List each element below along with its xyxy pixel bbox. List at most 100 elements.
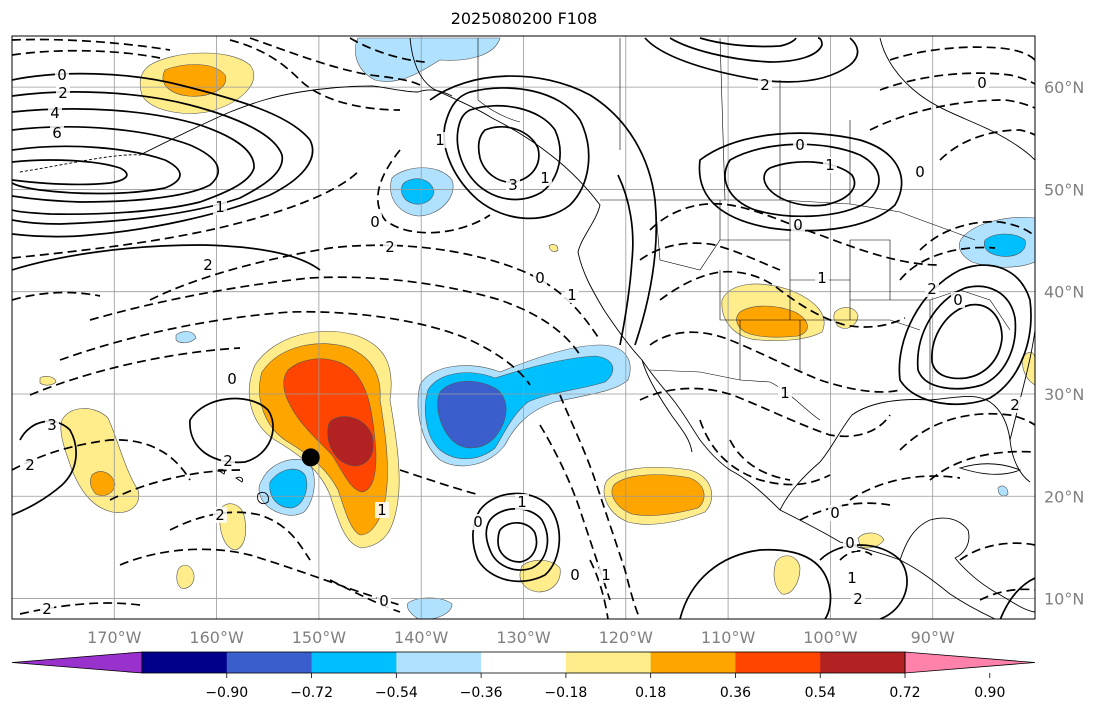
coastline-west bbox=[409, 37, 996, 619]
contour-label: 6 bbox=[52, 124, 62, 142]
contour-solid bbox=[644, 37, 859, 83]
contour-label-bg bbox=[791, 217, 805, 233]
colorbar-segment bbox=[226, 652, 313, 673]
lon-label: 120°W bbox=[599, 628, 654, 647]
shade-negative bbox=[269, 468, 308, 509]
contour-solid bbox=[898, 264, 1032, 406]
contour-label: 1 bbox=[817, 269, 827, 287]
colorbar-segment bbox=[396, 652, 482, 673]
contour-label-bg bbox=[213, 507, 227, 523]
shade-positive bbox=[1021, 351, 1035, 386]
colorbar-segment bbox=[481, 652, 567, 673]
shade-negative bbox=[437, 380, 507, 449]
colorbar-tick-label: 0.72 bbox=[889, 685, 920, 701]
contour-dashed bbox=[329, 579, 401, 613]
shade-positive bbox=[548, 244, 559, 252]
contour-dashed bbox=[109, 469, 241, 501]
lat-label: 60°N bbox=[1044, 78, 1084, 97]
contour-label-bg bbox=[538, 170, 552, 186]
colorbar-tick-label: −0.54 bbox=[375, 685, 418, 701]
contour-solid bbox=[12, 72, 314, 238]
contour-label-bg bbox=[201, 257, 215, 273]
location-marker bbox=[301, 448, 320, 467]
contour-dashed bbox=[12, 49, 161, 59]
colorbar-tick-label: −0.36 bbox=[460, 685, 503, 701]
colorbar-outline bbox=[141, 651, 906, 674]
contour-label: 0 bbox=[570, 566, 580, 584]
colorbar-ticks: −0.90 −0.72 −0.54 −0.36 −0.18 0.18 0.36 0.54 0.7… bbox=[205, 673, 1005, 701]
contour-label-bg bbox=[213, 199, 227, 215]
contour-dashed bbox=[799, 502, 891, 521]
colorbar-tick-label: −0.90 bbox=[205, 685, 248, 701]
contour-solid bbox=[456, 104, 561, 201]
contour-dashed bbox=[649, 202, 941, 266]
contour-label-bg bbox=[851, 591, 865, 607]
contour-dashed bbox=[12, 439, 191, 481]
contour-label: 0 bbox=[977, 74, 987, 92]
contour-label: 1 bbox=[517, 493, 527, 511]
contour-label-bg bbox=[375, 502, 389, 518]
colorbar-tick-label: 0.18 bbox=[635, 685, 666, 701]
cuba bbox=[958, 463, 1022, 475]
latitude-labels: 60°N 50°N 40°N 30°N 20°N 10°N bbox=[1044, 78, 1084, 608]
coastline-alaska bbox=[139, 85, 453, 156]
contour-label: 0 bbox=[227, 370, 237, 388]
map-title: 2025080200 F108 bbox=[450, 9, 598, 28]
contour-dashed bbox=[89, 276, 581, 356]
lon-label: 130°W bbox=[496, 628, 551, 647]
colorbar-segment bbox=[565, 652, 652, 673]
contour-solid bbox=[931, 303, 1003, 380]
contour-solid bbox=[497, 522, 538, 563]
contour-lines-dashed bbox=[12, 37, 1035, 619]
longitude-labels: 170°W 160°W 150°W 140°W 130°W 120°W 110°W 100°W… bbox=[87, 628, 955, 647]
contour-solid bbox=[429, 75, 658, 346]
colorbar-segment bbox=[735, 652, 821, 673]
shade-positive bbox=[327, 416, 374, 467]
contour-label: 1 bbox=[215, 198, 225, 216]
colorbar-tick-label: 0.90 bbox=[974, 685, 1005, 701]
contour-solid bbox=[12, 126, 219, 203]
lat-label: 40°N bbox=[1044, 283, 1084, 302]
contour-label-bg bbox=[843, 535, 857, 551]
contour-label-bg bbox=[758, 77, 772, 93]
colorbar-tick-label: −0.18 bbox=[544, 685, 587, 701]
contour-label: 2 bbox=[927, 280, 937, 298]
contour-dashed bbox=[729, 439, 791, 481]
contour-label: 2 bbox=[385, 238, 395, 256]
lon-label: 140°W bbox=[394, 628, 449, 647]
contour-label-bg bbox=[599, 567, 613, 583]
colorbar-segment bbox=[820, 652, 906, 673]
contour-label: 1 bbox=[601, 566, 611, 584]
lon-label: 160°W bbox=[189, 628, 244, 647]
contour-dashed bbox=[559, 394, 641, 619]
contour-solid bbox=[12, 244, 321, 271]
contour-solid bbox=[12, 420, 77, 516]
contour-solid bbox=[189, 397, 274, 464]
contour-label: 0 bbox=[795, 136, 805, 154]
contour-solid bbox=[12, 145, 181, 195]
contour-label: 4 bbox=[50, 104, 60, 122]
shade-negative bbox=[401, 178, 435, 205]
contour-solid bbox=[819, 544, 908, 619]
contour-label-bg bbox=[383, 239, 397, 255]
contour-label: 1 bbox=[435, 131, 445, 149]
contour-label: 1 bbox=[847, 569, 857, 587]
contour-label-bg bbox=[48, 105, 62, 121]
contour-label: 0 bbox=[830, 504, 840, 522]
shade-positive bbox=[60, 408, 140, 513]
shade-positive bbox=[39, 376, 57, 386]
contour-label-bg bbox=[533, 270, 547, 286]
border-us-canada bbox=[600, 199, 976, 241]
coastline-hudson bbox=[879, 37, 1035, 161]
contour-dashed bbox=[119, 548, 401, 606]
colorbar bbox=[11, 651, 1036, 674]
shade-positive bbox=[611, 474, 705, 516]
contour-label-bg bbox=[515, 494, 529, 510]
contour-dashed bbox=[349, 37, 426, 63]
contour-label-bg bbox=[471, 514, 485, 530]
aleutian-islands bbox=[19, 154, 141, 173]
lon-label: 90°W bbox=[911, 628, 955, 647]
contour-dashed bbox=[659, 270, 906, 328]
contour-label-bg bbox=[1008, 397, 1022, 413]
contour-solid bbox=[999, 577, 1035, 619]
